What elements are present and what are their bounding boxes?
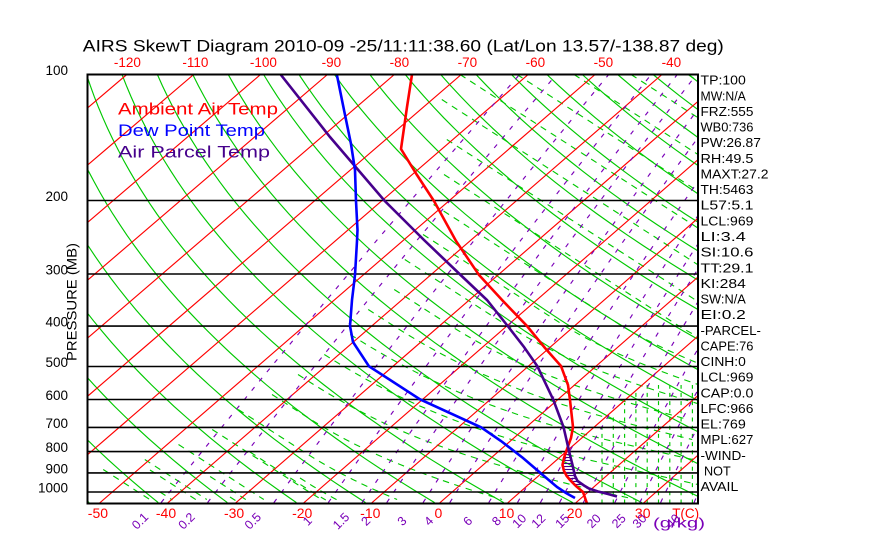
svg-text:CAPE:76: CAPE:76 bbox=[701, 338, 754, 353]
svg-text:-90: -90 bbox=[322, 55, 342, 70]
svg-text:RH:49.5: RH:49.5 bbox=[701, 151, 754, 166]
svg-text:-60: -60 bbox=[526, 55, 546, 70]
svg-text:Ambient Air Temp: Ambient Air Temp bbox=[118, 100, 278, 119]
svg-text:-PARCEL-: -PARCEL- bbox=[701, 323, 761, 338]
svg-text:SW:N/A: SW:N/A bbox=[701, 292, 746, 307]
svg-text:-120: -120 bbox=[114, 55, 141, 70]
svg-text:-50: -50 bbox=[594, 55, 614, 70]
svg-text:10: 10 bbox=[499, 505, 515, 521]
svg-text:MAXT:27.2: MAXT:27.2 bbox=[701, 167, 769, 182]
svg-text:FRZ:555: FRZ:555 bbox=[701, 104, 754, 119]
svg-text:TH:5463: TH:5463 bbox=[701, 182, 754, 197]
svg-text:MPL:627: MPL:627 bbox=[701, 432, 754, 447]
svg-text:300: 300 bbox=[45, 263, 68, 278]
svg-text:200: 200 bbox=[45, 189, 68, 204]
svg-text:-20: -20 bbox=[292, 505, 312, 521]
svg-text:KI:284: KI:284 bbox=[701, 276, 746, 291]
svg-text:Dew Point Temp: Dew Point Temp bbox=[118, 121, 265, 140]
svg-text:(g/kg): (g/kg) bbox=[653, 516, 705, 531]
svg-text:30: 30 bbox=[635, 505, 651, 521]
svg-text:-70: -70 bbox=[458, 55, 478, 70]
svg-text:600: 600 bbox=[45, 388, 68, 403]
svg-text:LCL:969: LCL:969 bbox=[701, 370, 754, 385]
svg-text:TT:29.1: TT:29.1 bbox=[701, 260, 754, 275]
svg-text:PW:26.87: PW:26.87 bbox=[701, 135, 761, 150]
svg-text:500: 500 bbox=[45, 355, 68, 370]
svg-text:-110: -110 bbox=[182, 55, 208, 70]
svg-text:EI:0.2: EI:0.2 bbox=[701, 307, 746, 322]
svg-text:400: 400 bbox=[45, 315, 68, 330]
svg-text:MW:N/A: MW:N/A bbox=[701, 88, 746, 103]
svg-text:800: 800 bbox=[45, 440, 68, 455]
svg-text:TP:100: TP:100 bbox=[701, 73, 746, 88]
svg-text:T(C): T(C) bbox=[672, 506, 699, 521]
svg-text:700: 700 bbox=[45, 416, 68, 431]
svg-text:100: 100 bbox=[45, 63, 68, 78]
svg-text:NOT: NOT bbox=[701, 463, 731, 478]
svg-text:WB0:736: WB0:736 bbox=[701, 120, 754, 135]
svg-text:-50: -50 bbox=[88, 505, 108, 521]
svg-text:CAP:0.0: CAP:0.0 bbox=[701, 385, 754, 400]
svg-text:L57:5.1: L57:5.1 bbox=[701, 198, 754, 213]
svg-text:LI:3.4: LI:3.4 bbox=[701, 229, 746, 244]
svg-text:-WIND-: -WIND- bbox=[701, 448, 746, 463]
svg-text:-30: -30 bbox=[224, 505, 244, 521]
svg-text:-40: -40 bbox=[156, 505, 176, 521]
svg-text:1000: 1000 bbox=[38, 481, 68, 496]
svg-text:LCL:969: LCL:969 bbox=[701, 213, 754, 228]
svg-text:20: 20 bbox=[567, 505, 583, 521]
svg-text:Air Parcel Temp: Air Parcel Temp bbox=[118, 143, 270, 162]
svg-text:0: 0 bbox=[435, 505, 443, 521]
svg-text:-10: -10 bbox=[360, 505, 380, 521]
svg-text:AVAIL: AVAIL bbox=[701, 479, 739, 494]
svg-text:AIRS SkewT Diagram 2010-09 -25: AIRS SkewT Diagram 2010-09 -25/11:11:38.… bbox=[83, 37, 724, 56]
svg-text:-40: -40 bbox=[662, 55, 682, 70]
svg-text:SI:10.6: SI:10.6 bbox=[701, 245, 754, 260]
svg-text:-100: -100 bbox=[250, 55, 277, 70]
svg-text:LFC:966: LFC:966 bbox=[701, 401, 754, 416]
svg-text:900: 900 bbox=[45, 461, 68, 476]
svg-text:CINH:0: CINH:0 bbox=[701, 354, 746, 369]
svg-text:EL:769: EL:769 bbox=[701, 417, 746, 432]
svg-text:PRESSURE (MB): PRESSURE (MB) bbox=[64, 243, 80, 361]
svg-text:-80: -80 bbox=[390, 55, 410, 70]
